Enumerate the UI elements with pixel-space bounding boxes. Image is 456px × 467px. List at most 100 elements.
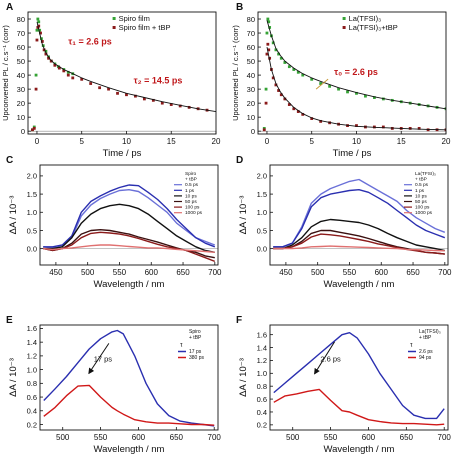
y-tick-label: 0.5: [27, 226, 37, 235]
plot-frame: [39, 164, 219, 266]
y-tick-label: 1.2: [257, 356, 267, 365]
x-tick-label: 650: [176, 268, 190, 277]
series-line: [273, 233, 445, 255]
x-tick-label: 0: [265, 137, 270, 146]
x-tick-label: 600: [362, 433, 376, 442]
annotation-label: 2.6 ps: [320, 355, 341, 364]
data-point: [169, 103, 173, 106]
series-group: [262, 17, 446, 132]
x-tick-label: 20: [442, 137, 451, 146]
x-tick-label: 550: [324, 433, 338, 442]
y-axis-label: Upconverted PL / c.s⁻¹ (corr): [231, 25, 240, 121]
y-tick-label: 30: [247, 85, 255, 94]
legend-marker: [342, 26, 346, 29]
legend-title: La(TFSI)₃: [415, 171, 436, 177]
data-point: [268, 26, 272, 29]
data-point: [310, 117, 314, 120]
y-tick-label: 0: [251, 127, 255, 136]
legend-label: 380 ps: [189, 355, 205, 361]
plot-frame: [269, 164, 449, 266]
series-line: [43, 184, 216, 248]
annotation-arrow: [314, 341, 336, 375]
data-point: [287, 103, 291, 106]
legend-title: + tBP: [189, 335, 202, 341]
data-point: [178, 104, 182, 108]
annotation-arrow: [315, 78, 329, 90]
x-tick-label: 650: [400, 433, 414, 442]
data-point: [39, 31, 42, 35]
x-axis-label: Wavelength / nm: [324, 279, 395, 290]
x-tick-label: 600: [145, 268, 159, 277]
y-tick-label: 0.8: [27, 379, 37, 388]
data-point: [37, 24, 41, 28]
panel-f: F 500 550 600 650 700 0.2 0.4 0.6 0.8 1.0 1.2 1.4 1.6…: [236, 315, 451, 455]
data-point: [267, 20, 271, 24]
x-tick-label: 15: [397, 137, 406, 146]
data-point: [35, 28, 39, 32]
x-axis-label: Wavelength / nm: [94, 444, 165, 455]
panel-b: B 0 5 10 15 20 0 10 20 30 40 50 60 70 80 Time / ps Upcon…: [231, 2, 451, 159]
legend-label: 10 ps: [185, 193, 197, 199]
panel-c: C 450 500 550 600 650 700 0.0 0.5 1.0 1.5 2.0 Wavele…: [6, 155, 222, 290]
y-tick-label: 0.0: [27, 244, 37, 253]
data-point: [319, 82, 323, 85]
y-tick-label: 0.0: [257, 244, 267, 253]
plot-frame: [27, 11, 217, 135]
data-point: [310, 77, 314, 81]
data-point: [372, 96, 376, 99]
legend-label: 94 ps: [419, 355, 432, 361]
x-axis-label: Time / ps: [103, 148, 142, 159]
data-point: [151, 98, 155, 102]
data-point: [355, 91, 358, 95]
x-tick-label: 700: [208, 433, 222, 442]
legend-label: La(TFSI)₃: [349, 14, 382, 23]
annotation-label: 17 ps: [94, 354, 113, 363]
legend-title: + tBP: [415, 177, 427, 183]
legend-label: La(TFSI)₃+tBP: [349, 23, 398, 32]
x-axis-label: Time / ps: [333, 148, 372, 159]
x-tick-label: 550: [343, 268, 357, 277]
x-tick-label: 700: [208, 268, 222, 277]
y-tick-label: 50: [247, 57, 255, 66]
y-axis-label: Upconverted PL / c.s⁻¹ (corr): [1, 25, 10, 121]
y-tick-label: 0.4: [27, 407, 37, 416]
y-tick-label: 0.6: [257, 395, 267, 404]
legend-title: + tBP: [185, 177, 197, 183]
series-group: [273, 332, 445, 426]
y-tick-label: 1.5: [257, 190, 267, 199]
series-group: [43, 329, 215, 427]
series-line: [273, 245, 445, 252]
legend-title: + tBP: [419, 335, 432, 341]
data-point: [71, 76, 75, 80]
data-point: [89, 82, 93, 85]
data-point: [38, 28, 42, 32]
y-tick-label: 60: [247, 43, 255, 52]
y-tick-label: 70: [17, 29, 25, 38]
data-point: [262, 128, 266, 132]
data-point: [346, 90, 349, 94]
y-tick-label: 1.4: [27, 338, 37, 347]
annotation-label: τ₀ = 2.6 ps: [334, 67, 378, 77]
y-tick-label: 40: [247, 71, 255, 80]
series-line: [43, 203, 215, 253]
legend-label: 2.6 ps: [419, 349, 433, 355]
y-tick-label: 50: [17, 57, 25, 66]
panel-letter: A: [6, 2, 13, 13]
annotation-label: τ₁ = 2.6 ps: [68, 36, 112, 46]
x-tick-label: 550: [113, 268, 127, 277]
y-axis-label: ΔA / 10⁻³: [8, 196, 19, 235]
x-tick-label: 20: [212, 137, 221, 146]
data-point: [34, 73, 38, 77]
data-point: [274, 48, 278, 52]
data-point: [265, 31, 269, 35]
series-group: [43, 184, 216, 263]
data-point: [262, 126, 266, 130]
series-line: [273, 178, 446, 248]
x-tick-label: 550: [94, 433, 108, 442]
series-group: [31, 17, 216, 132]
y-tick-label: 70: [247, 29, 255, 38]
series-line: [273, 189, 446, 248]
data-point: [116, 91, 119, 95]
data-point: [266, 17, 270, 21]
data-point: [417, 126, 421, 130]
